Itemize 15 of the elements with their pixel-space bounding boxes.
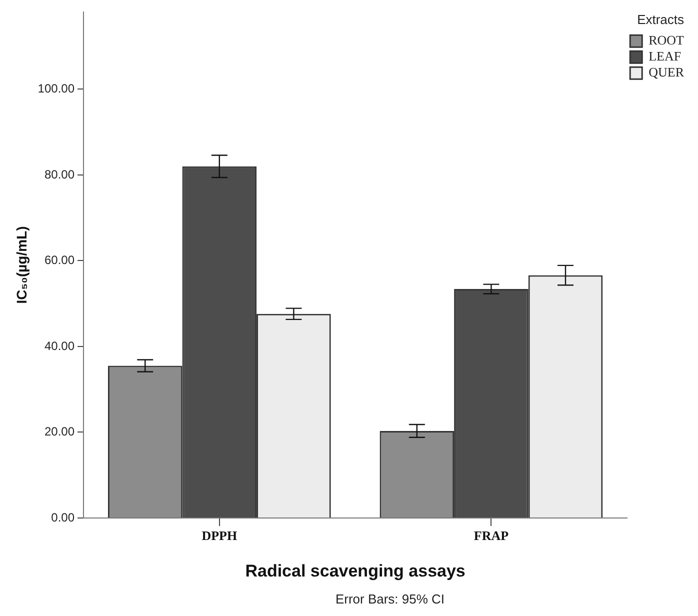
y-axis-title: IC₅₀(µg/mL) [13,226,30,304]
legend-title: Extracts [637,12,685,28]
y-tick-label: 20.00 [44,424,75,439]
y-tick-label: 60.00 [44,253,75,268]
x-axis-title: Radical scavenging assays [245,561,466,580]
y-tick-label: 0.00 [51,510,75,524]
text: Error Bars: 95% CI [335,592,445,607]
y-tick-label: 40.00 [44,338,75,353]
y-tick-label: 80.00 [44,167,75,182]
legend-label: QUER [648,64,684,80]
legend-label: LEAF [648,48,682,64]
legend-label: ROOT [648,32,684,48]
x-tick-label: FRAP [474,528,509,544]
x-tick-label: DPPH [202,528,238,544]
y-tick-label: 100.00 [38,82,75,96]
